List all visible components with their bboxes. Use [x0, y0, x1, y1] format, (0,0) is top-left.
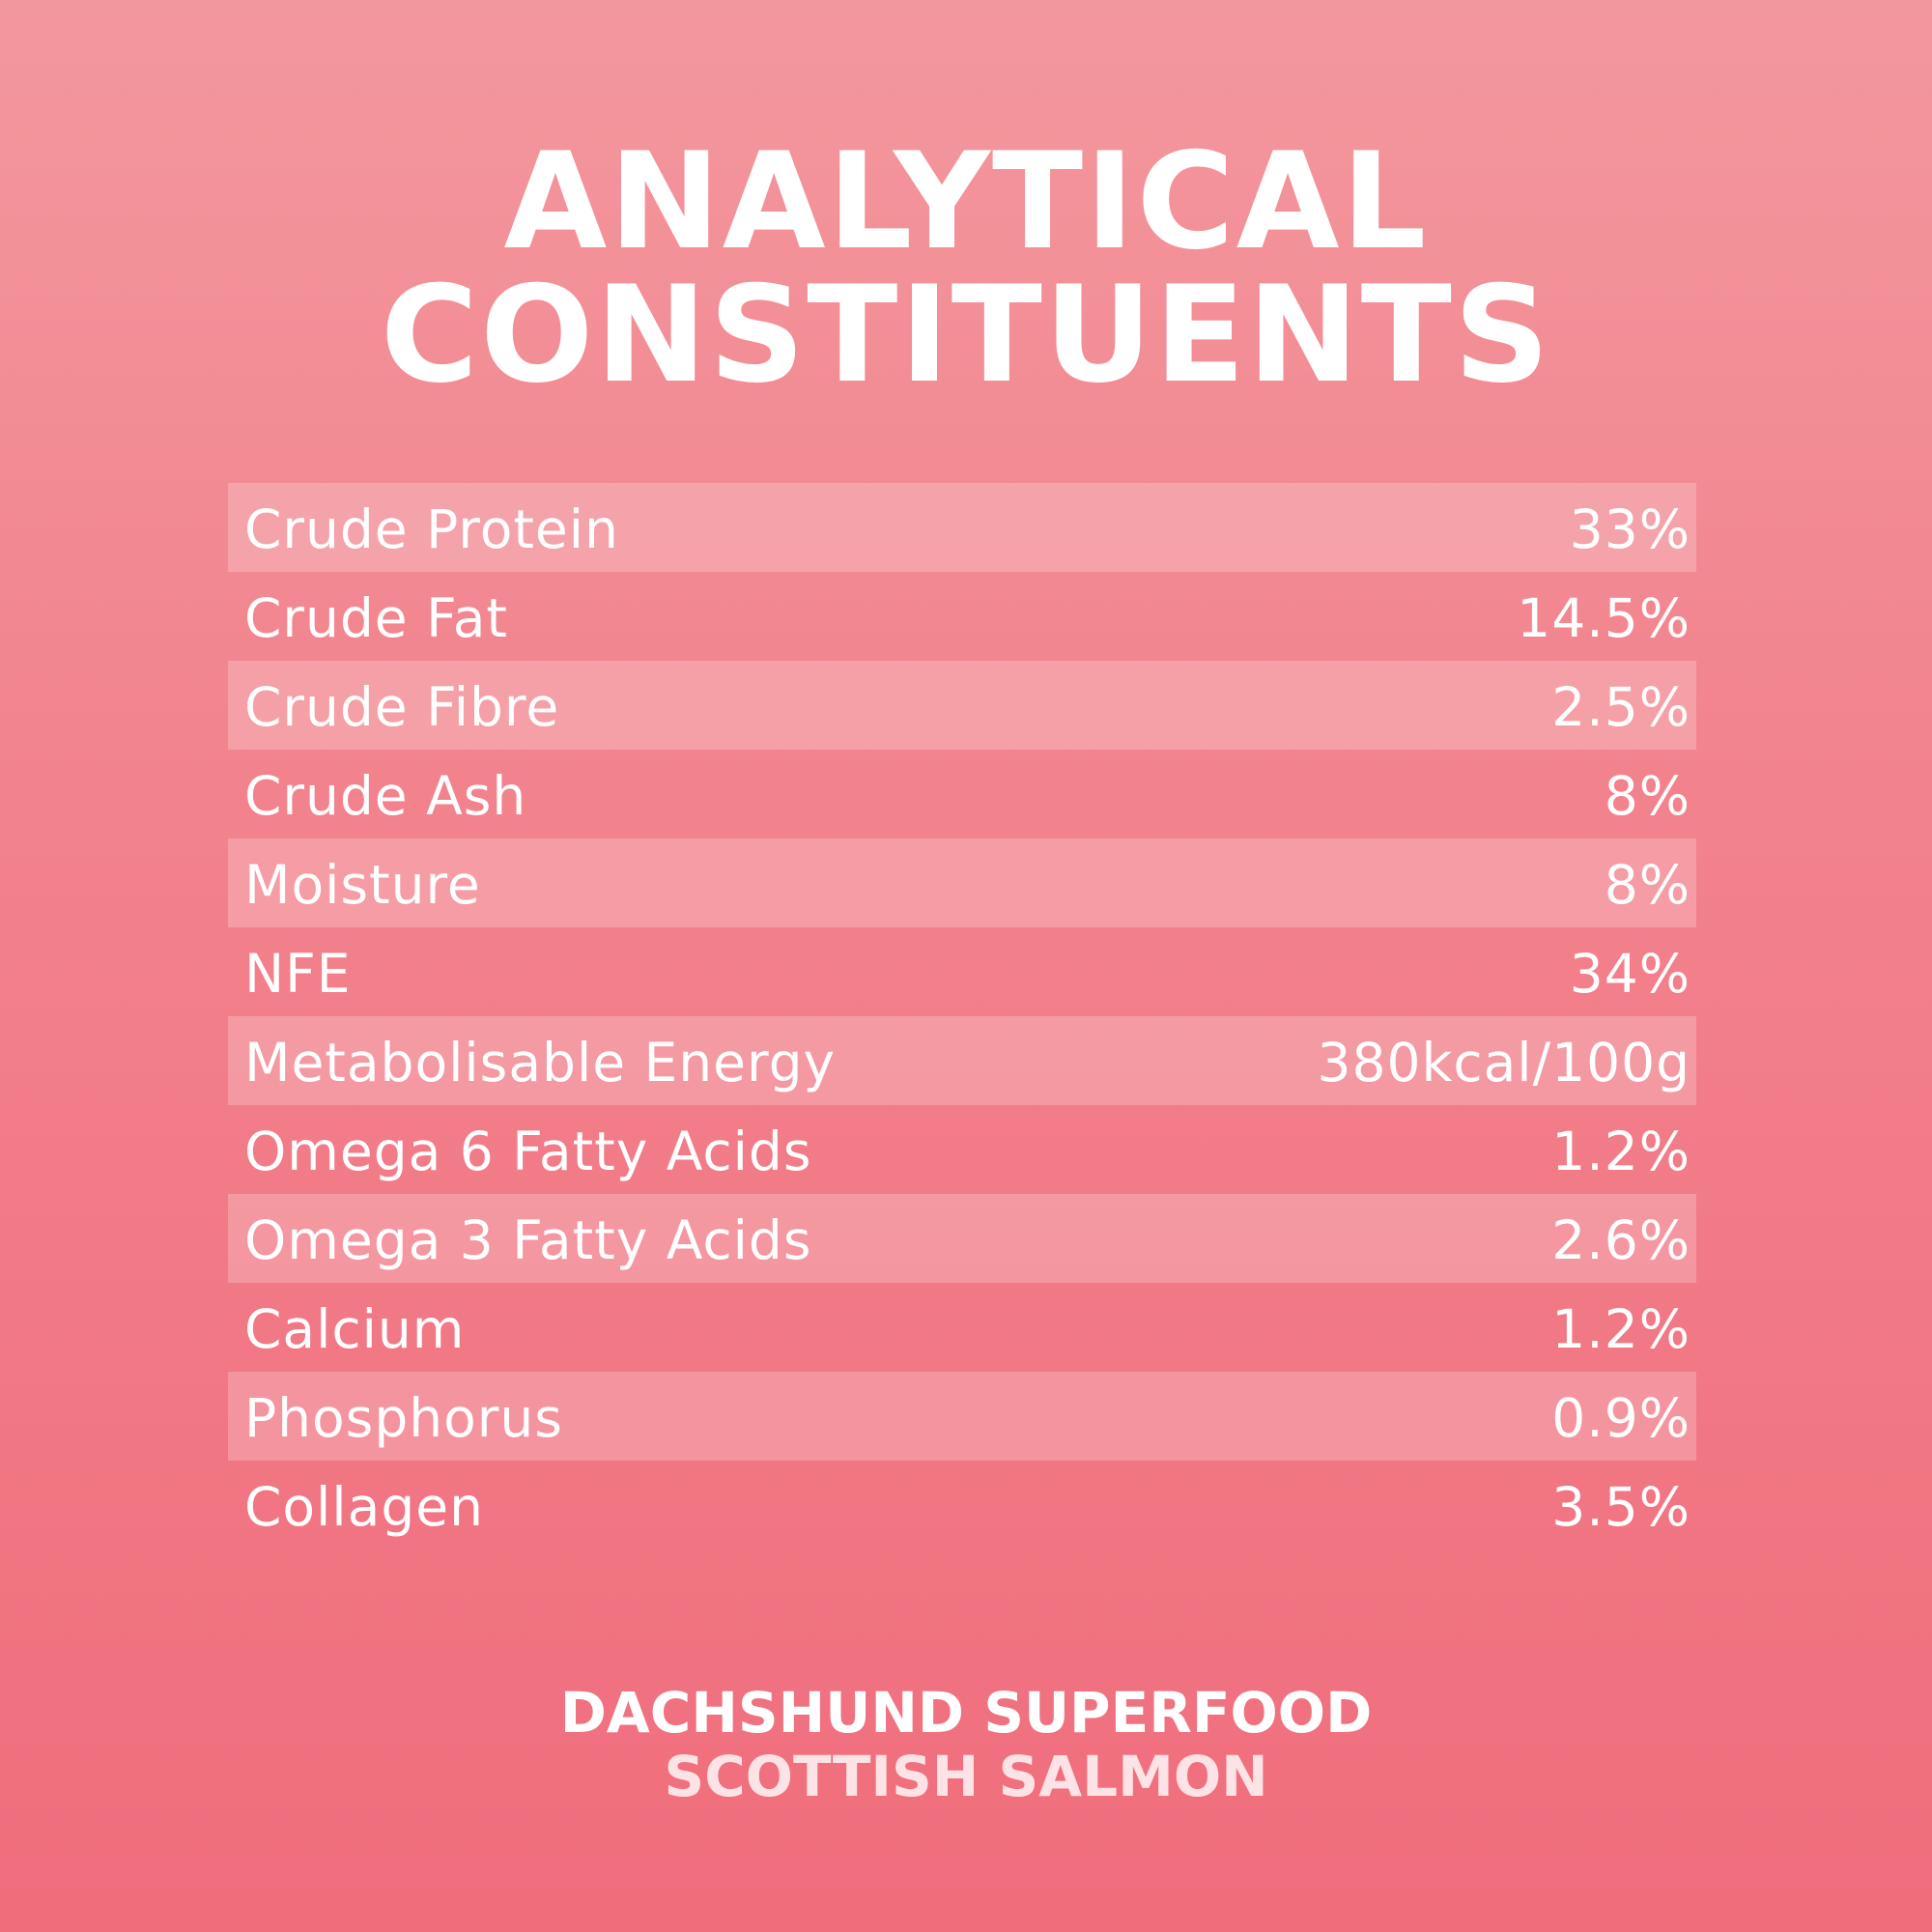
row-label: Crude Fibre — [244, 676, 560, 738]
table-row: Calcium 1.2% — [228, 1283, 1696, 1372]
footer-line: SCOTTISH SALMON — [664, 1744, 1268, 1809]
table-row: Moisture 8% — [228, 838, 1696, 927]
table-row: Collagen 3.5% — [228, 1461, 1696, 1549]
row-label: Omega 3 Fatty Acids — [244, 1209, 812, 1271]
row-value: 2.6% — [1551, 1209, 1690, 1271]
row-label: Moisture — [244, 854, 481, 916]
row-label: Calcium — [244, 1298, 466, 1360]
row-value: 0.9% — [1551, 1387, 1690, 1449]
row-value: 1.2% — [1551, 1298, 1690, 1360]
row-label: Omega 6 Fatty Acids — [244, 1121, 812, 1182]
row-label: Metabolisable Energy — [244, 1032, 837, 1094]
row-value: 8% — [1604, 854, 1690, 916]
table-row: Crude Ash 8% — [228, 750, 1696, 838]
row-value: 34% — [1569, 943, 1690, 1005]
title-line: ANALYTICAL — [503, 124, 1429, 279]
row-label: Crude Fat — [244, 587, 508, 649]
row-value: 2.5% — [1551, 676, 1690, 738]
row-value: 1.2% — [1551, 1121, 1690, 1182]
table-row: Omega 3 Fatty Acids 2.6% — [228, 1194, 1696, 1283]
table-row: Crude Fibre 2.5% — [228, 661, 1696, 750]
row-value: 8% — [1604, 765, 1690, 827]
row-value: 14.5% — [1517, 587, 1690, 649]
table-row: Omega 6 Fatty Acids 1.2% — [228, 1105, 1696, 1194]
row-value: 3.5% — [1551, 1476, 1690, 1538]
row-label: Crude Protein — [244, 498, 619, 560]
table-row: NFE 34% — [228, 927, 1696, 1016]
title-line: CONSTITUENTS — [380, 257, 1552, 412]
row-label: Phosphorus — [244, 1387, 563, 1449]
row-value: 33% — [1569, 498, 1690, 560]
footer-line: DACHSHUND SUPERFOOD — [559, 1680, 1373, 1746]
row-label: Collagen — [244, 1476, 484, 1538]
row-label: Crude Ash — [244, 765, 527, 827]
table-row: Phosphorus 0.9% — [228, 1372, 1696, 1461]
table-row: Crude Fat 14.5% — [228, 572, 1696, 661]
table-row: Crude Protein 33% — [228, 483, 1696, 572]
row-value: 380kcal/100g — [1317, 1032, 1690, 1094]
row-label: NFE — [244, 943, 352, 1005]
table: Crude Protein 33% Crude Fat 14.5% Crude Fibr… — [228, 483, 1696, 1549]
table-row: Metabolisable Energy 380kcal/100g — [228, 1016, 1696, 1105]
